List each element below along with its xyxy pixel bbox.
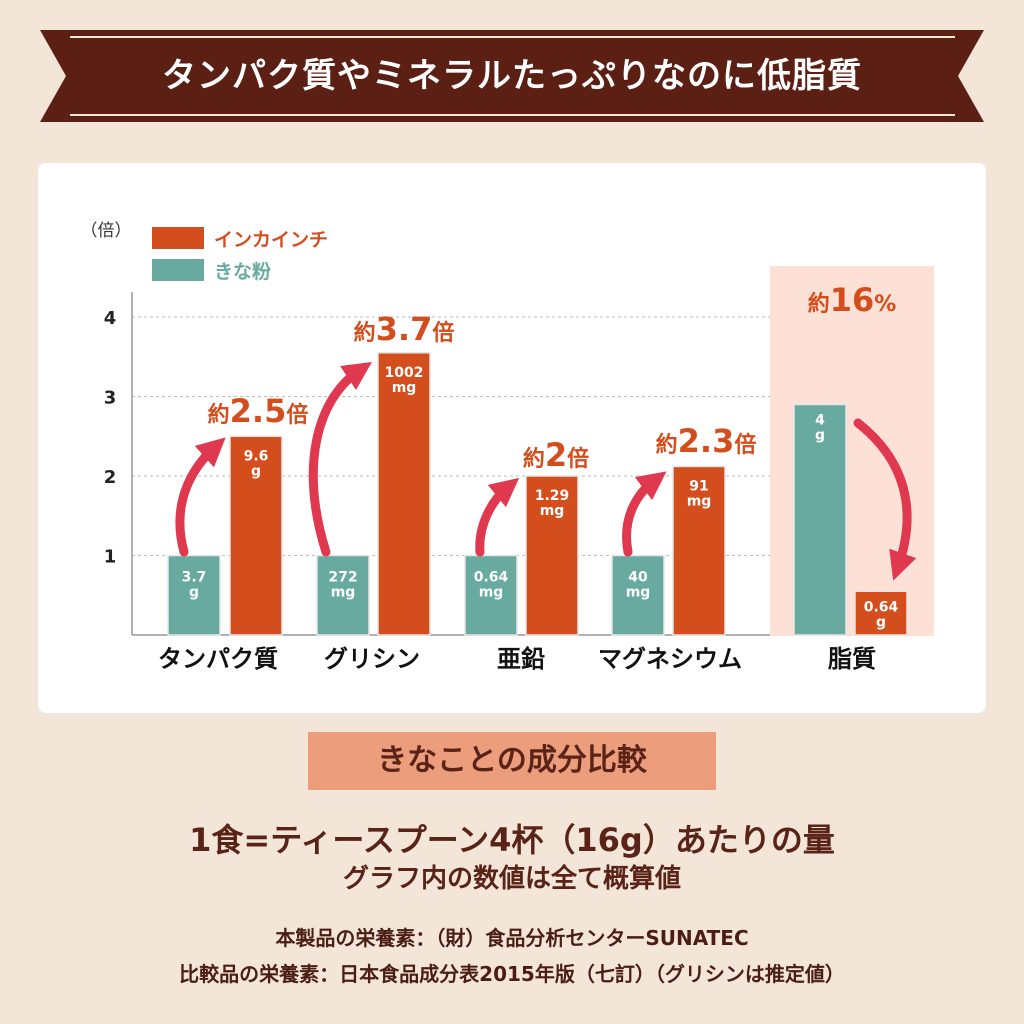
legend-label-incainchi: インカインチ (214, 229, 328, 251)
ratio-annotation: 約16% (808, 281, 897, 319)
bar-unit-kinako: mg (331, 585, 356, 601)
ratio-annotation: 約2.5倍 (208, 392, 309, 430)
product-nutrient-source: 本製品の栄養素：（財）食品分析センターSUNATEC (275, 926, 749, 950)
bar-unit-incainchi: g (876, 614, 886, 630)
category-label: タンパク質 (158, 645, 278, 673)
legend-swatch-kinako (152, 259, 204, 281)
category-label: 亜鉛 (497, 645, 545, 673)
bar-value-kinako: 272 (328, 570, 357, 586)
bar-incainchi (854, 590, 908, 636)
y-tick-label: 2 (104, 467, 117, 488)
bar-incainchi (525, 475, 579, 636)
bar-value-incainchi: 1002 (385, 365, 424, 381)
bar-value-incainchi: 1.29 (535, 488, 570, 504)
legend-swatch-incainchi (152, 227, 204, 249)
y-tick-label: 4 (104, 308, 117, 329)
ratio-annotation: 約3.7倍 (354, 310, 455, 348)
bar-value-kinako: 3.7 (182, 570, 207, 586)
banner-ribbon-bg (40, 30, 984, 122)
increase-arrow (308, 362, 372, 557)
increase-arrow (853, 418, 917, 581)
serving-size-text: 1食=ティースプーン4杯（16g）あたりの量 (189, 821, 835, 859)
ratio-annotation: 約2倍 (523, 436, 589, 474)
bar-unit-incainchi: g (251, 463, 261, 479)
comparison-subtitle: きなことの成分比較 (308, 732, 716, 790)
legend-label-kinako: きな粉 (214, 260, 271, 283)
bar-incainchi (377, 352, 431, 636)
comparison-nutrient-source: 比較品の栄養素：日本食品成分表2015年版（七訂）（グリシンは推定値） (179, 962, 845, 986)
increase-arrow (475, 477, 520, 557)
category-label: マグネシウム (598, 645, 742, 673)
bar-kinako (464, 554, 518, 636)
bar-unit-kinako: g (815, 427, 825, 443)
bar-unit-kinako: mg (626, 585, 651, 601)
bar-unit-kinako: g (189, 585, 199, 601)
bar-unit-incainchi: mg (540, 503, 565, 519)
bar-kinako (793, 403, 847, 636)
increase-arrow (622, 471, 667, 557)
category-label: グリシン (324, 645, 420, 673)
y-axis-unit-label: （倍） (81, 221, 132, 241)
bar-unit-incainchi: mg (687, 493, 712, 509)
bar-unit-kinako: mg (479, 585, 504, 601)
bar-value-kinako: 0.64 (474, 570, 509, 586)
category-label: 脂質 (828, 645, 876, 673)
y-tick-label: 3 (104, 388, 117, 409)
ratio-annotation: 約2.3倍 (656, 422, 757, 460)
bar-value-incainchi: 91 (689, 478, 708, 494)
bar-kinako (167, 554, 221, 636)
title-banner (40, 30, 984, 122)
increase-arrow (175, 437, 226, 557)
bar-value-incainchi: 9.6 (244, 448, 269, 464)
bar-kinako (316, 554, 370, 636)
bar-value-kinako: 40 (628, 570, 648, 586)
bar-incainchi (672, 465, 726, 636)
approximate-values-note: グラフ内の数値は全て概算値 (342, 864, 681, 894)
bar-kinako (611, 554, 665, 636)
banner-title: タンパク質やミネラルたっぷりなのに低脂質 (162, 56, 862, 96)
bar-incainchi (229, 435, 283, 636)
bar-value-kinako: 4 (815, 412, 825, 428)
bar-value-incainchi: 0.64 (864, 599, 899, 615)
y-tick-label: 1 (104, 547, 117, 568)
bar-unit-incainchi: mg (392, 380, 417, 396)
